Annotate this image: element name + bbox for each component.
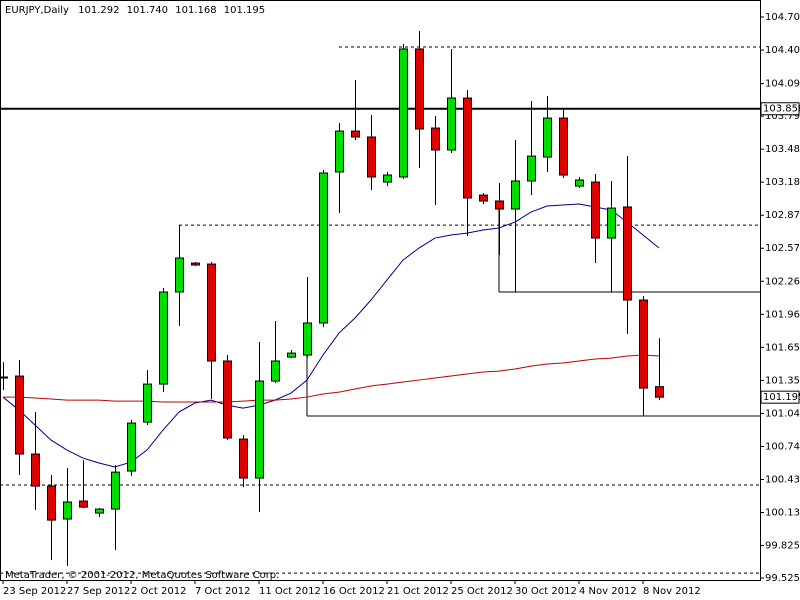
y-tick-label: 103.790 [765,111,800,122]
candle-body [639,299,648,389]
moving-average [2,203,660,468]
candle-body [479,194,488,202]
y-tick-label: 102.570 [765,243,800,254]
candle-body [463,97,472,199]
candle-body [399,48,408,178]
price-label-box [760,102,800,116]
candle-body [351,130,360,138]
candle-body [543,117,552,158]
candle-body [95,508,104,514]
y-tick-label: 100.435 [765,474,800,485]
candle-body [607,207,616,239]
candle-body [207,263,216,362]
x-tick-label: 25 Oct 2012 [451,586,513,597]
x-tick-label: 11 Oct 2012 [259,586,321,597]
price-label-box [760,390,800,404]
last-high: 101.740 [127,5,168,16]
y-tick-label: 104.705 [765,12,800,23]
candle-body [175,257,184,293]
last-open: 101.292 [78,5,119,16]
candle-body [143,383,152,423]
candle-body [623,206,632,301]
candle-body [367,136,376,178]
candle-body [239,438,248,479]
candle-body [431,127,440,151]
x-tick-label: 4 Nov 2012 [579,586,637,597]
y-tick-label: 100.130 [765,508,800,519]
y-tick-label: 101.350 [765,375,800,386]
x-tick-label: 27 Sep 2012 [67,586,130,597]
candle-body [655,386,664,398]
watermark: MetaTrader, © 2001-2012, MetaQuotes Soft… [5,570,279,581]
axes: 104.705 104.400 104.090 103.790 103.485 103.1… [2,12,800,597]
candle-body [31,453,40,487]
y-tick-label: 102.875 [765,210,800,221]
candle-body [47,485,56,521]
x-tick-label: 21 Oct 2012 [387,586,449,597]
plot-frame [0,0,761,581]
plot-area [0,30,760,574]
symbol: EURJPY,Daily [5,5,69,16]
y-tick-label: 101.045 [765,408,800,419]
candle-body [287,352,296,358]
candle-body [511,180,520,210]
moving-average [3,354,660,403]
y-tick-label: 101.960 [765,309,800,320]
last-close: 101.195 [224,5,265,16]
x-tick-label: 23 Sep 2012 [3,586,66,597]
price-label: 103.858 [763,104,800,115]
y-tick-label: 104.400 [765,45,800,56]
candle-body [559,117,568,176]
y-tick-label: 99.825 [765,541,800,552]
candle-body [495,200,504,210]
x-tick-label: 16 Oct 2012 [323,586,385,597]
candle-body [63,501,72,520]
y-tick-label: 104.090 [765,79,800,90]
candle-body [335,130,344,173]
candle-body [271,360,280,382]
candle-body [127,422,136,472]
candle-body [383,174,392,183]
last-low: 101.168 [175,5,216,16]
y-tick-label: 103.485 [765,144,800,155]
price-label: 101.195 [763,392,800,403]
candle-body [415,48,424,130]
x-tick-label: 30 Oct 2012 [515,586,577,597]
chart-title: EURJPY,Daily 101.292 101.740 101.168 101… [5,5,265,16]
candle-body [159,291,168,385]
x-tick-label: 7 Oct 2012 [195,586,250,597]
candle-body [191,262,200,266]
candle-body [319,172,328,324]
candle-body [591,181,600,239]
x-tick-label: 2 Oct 2012 [131,586,186,597]
y-tick-label: 102.265 [765,276,800,287]
y-tick-label: 103.180 [765,177,800,188]
candle-body [255,380,264,479]
candle-body [447,97,456,151]
candle-body [303,322,312,356]
candle-body [111,471,120,510]
candle-body [575,179,584,187]
candle-body [0,376,8,379]
x-tick-label: 8 Nov 2012 [643,586,701,597]
candle-body [223,360,232,439]
candle-body [15,375,24,455]
y-tick-label: 100.740 [765,441,800,452]
candle-body [527,155,536,182]
y-tick-label: 99.525 [765,573,800,584]
y-tick-label: 101.655 [765,342,800,353]
candle-body [79,500,88,508]
